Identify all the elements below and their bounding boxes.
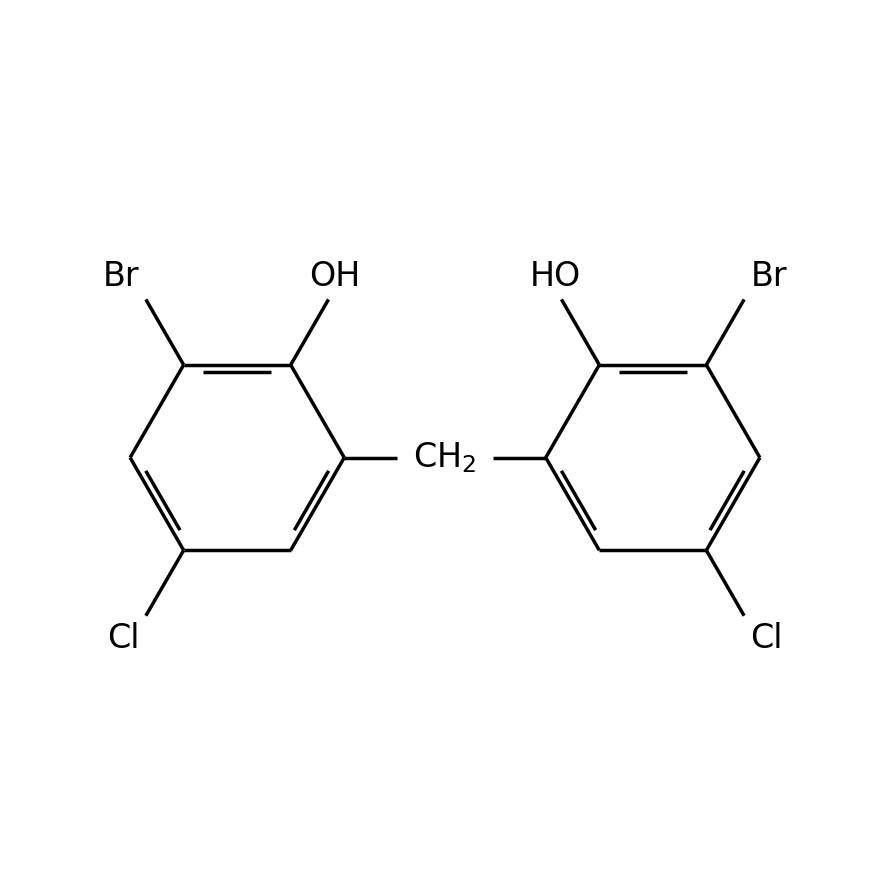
Text: Cl: Cl [107, 622, 140, 655]
Text: CH$_2$: CH$_2$ [413, 441, 477, 475]
Text: OH: OH [309, 260, 360, 293]
Text: Br: Br [750, 260, 787, 293]
Text: HO: HO [530, 260, 581, 293]
Text: Br: Br [103, 260, 140, 293]
Text: Cl: Cl [750, 622, 783, 655]
